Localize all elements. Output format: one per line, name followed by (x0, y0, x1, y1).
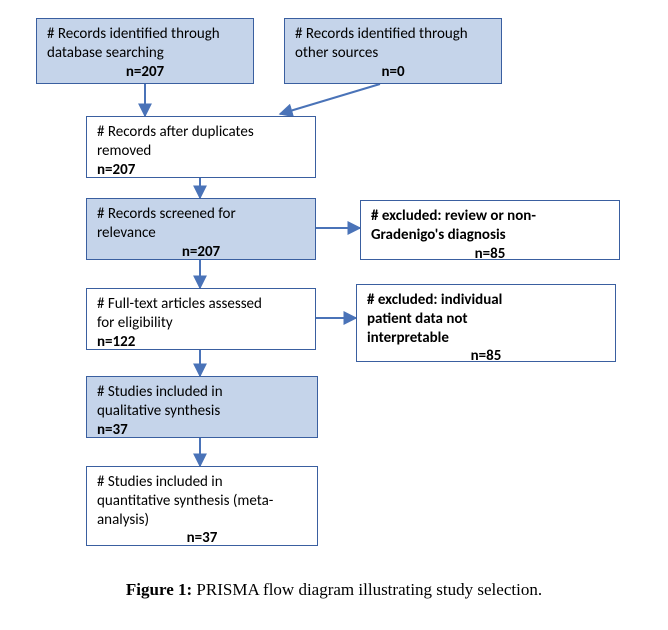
text: qualitative synthesis (97, 402, 307, 421)
node-screened: # Records screened for relevance n=207 (86, 198, 316, 260)
node-qualitative: # Studies included in qualitative synthe… (86, 376, 318, 438)
text: removed (97, 142, 305, 161)
text: # Records after duplicates (97, 123, 305, 142)
text: analysis) (97, 511, 307, 530)
prisma-flow-diagram: # Records identified through database se… (0, 0, 668, 630)
n-value: n=85 (371, 245, 609, 264)
text: other sources (295, 44, 491, 63)
text: # Studies included in (97, 383, 307, 402)
text: for eligibility (97, 314, 305, 333)
text: patient data not (367, 310, 605, 329)
text: # Records identified through (47, 25, 243, 44)
node-records-other: # Records identified through other sourc… (284, 18, 502, 84)
n-value: n=207 (97, 161, 305, 180)
caption-text: PRISMA flow diagram illustrating study s… (192, 580, 542, 599)
node-excluded-review: # excluded: review or non- Gradenigo's d… (360, 200, 620, 260)
text: # Studies included in (97, 473, 307, 492)
node-fulltext: # Full-text articles assessed for eligib… (86, 288, 316, 350)
text: interpretable (367, 329, 605, 348)
node-quantitative: # Studies included in quantitative synth… (86, 466, 318, 546)
text: # excluded: review or non- (371, 207, 609, 226)
n-value: n=207 (47, 63, 243, 82)
n-value: n=85 (367, 347, 605, 366)
text: # Records screened for (97, 205, 305, 224)
caption-label: Figure 1: (126, 580, 192, 599)
n-value: n=37 (97, 421, 307, 440)
node-records-database: # Records identified through database se… (36, 18, 254, 84)
text: Gradenigo's diagnosis (371, 226, 609, 245)
text: relevance (97, 224, 305, 243)
node-excluded-individual: # excluded: individual patient data not … (356, 284, 616, 362)
n-value: n=37 (97, 529, 307, 548)
text: # excluded: individual (367, 291, 605, 310)
text: database searching (47, 44, 243, 63)
text: # Full-text articles assessed (97, 295, 305, 314)
n-value: n=0 (295, 63, 491, 82)
figure-caption: Figure 1: PRISMA flow diagram illustrati… (0, 580, 668, 600)
n-value: n=122 (97, 333, 305, 352)
node-after-duplicates: # Records after duplicates removed n=207 (86, 116, 316, 178)
n-value: n=207 (97, 243, 305, 262)
text: # Records identified through (295, 25, 491, 44)
text: quantitative synthesis (meta- (97, 492, 307, 511)
